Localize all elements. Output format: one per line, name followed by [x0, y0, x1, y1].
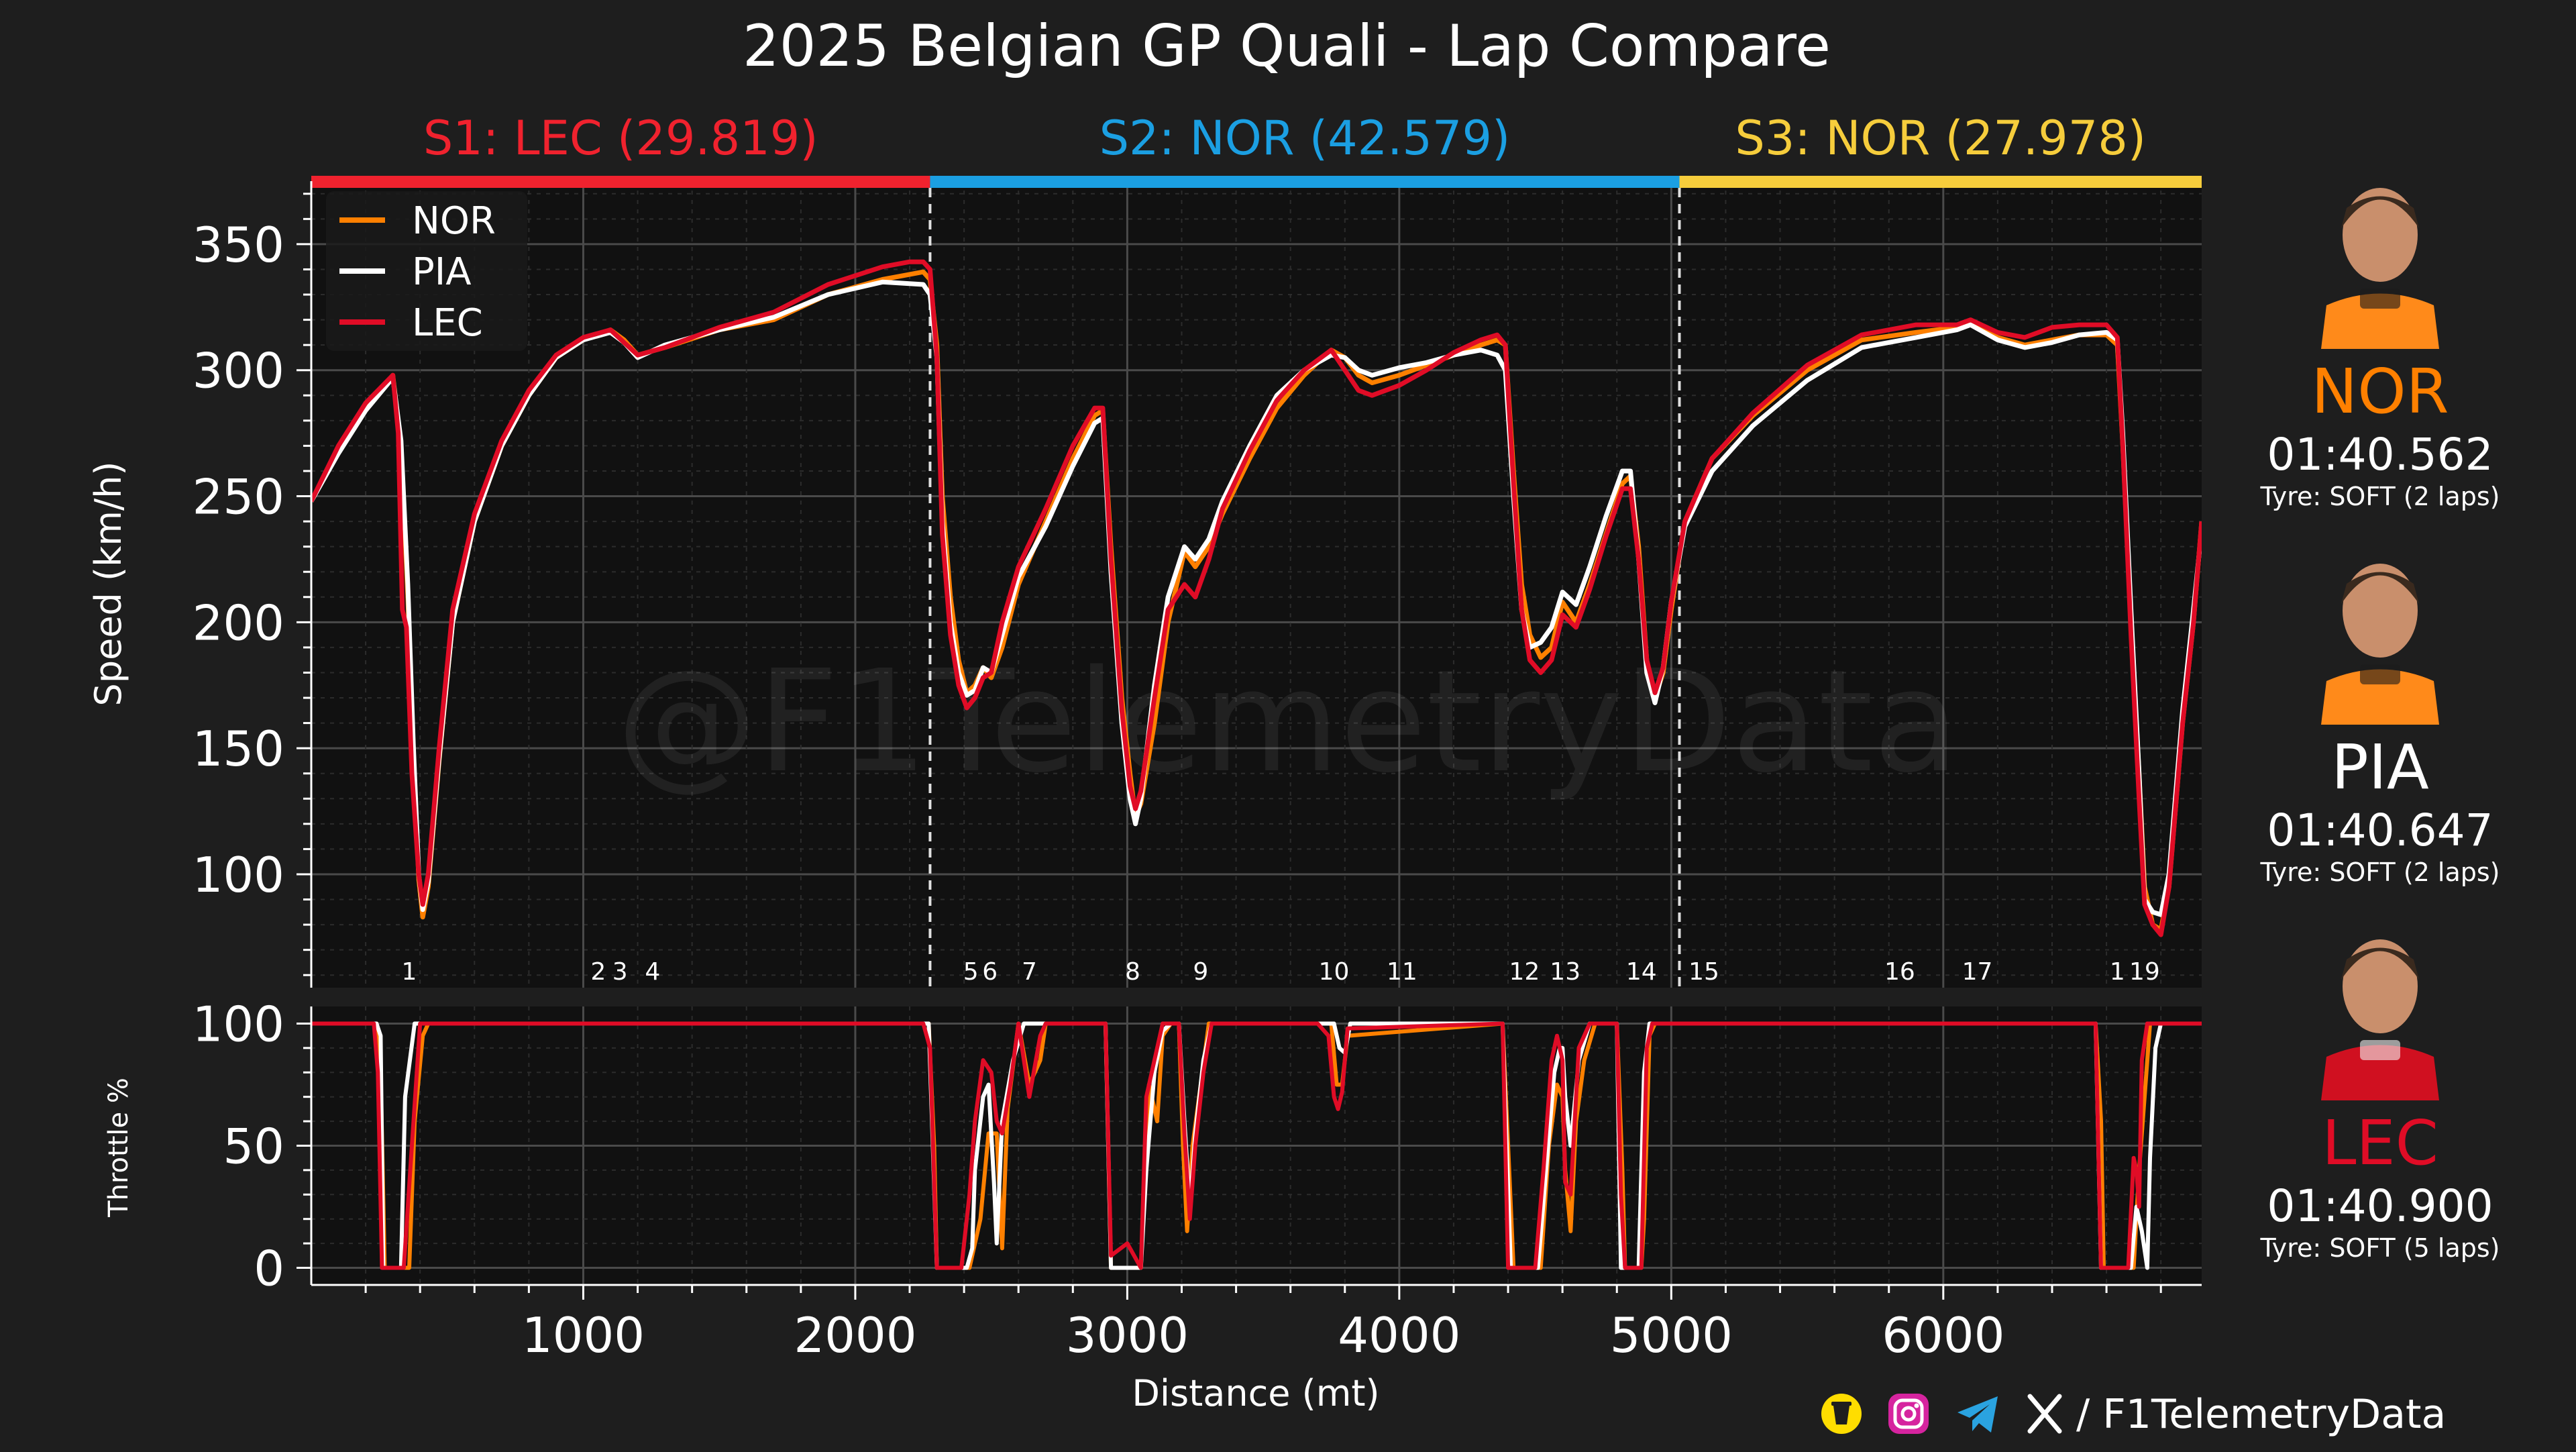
speed-line-lec [311, 259, 2202, 937]
corner-label: 5 [963, 958, 979, 986]
legend-label-nor: NOR [412, 199, 496, 243]
corner-label: 9 [1193, 958, 1208, 986]
throttle-tick-label: 100 [193, 996, 284, 1052]
corner-label: 11 [1387, 958, 1417, 986]
corner-label: 16 [1884, 958, 1915, 986]
footer-handle: / F1TelemetryData [2076, 1391, 2446, 1438]
legend-label-lec: LEC [412, 301, 483, 345]
throttle-tick-label: 50 [223, 1119, 284, 1175]
driver-code: NOR [2311, 356, 2449, 427]
corner-label: 12 [1509, 958, 1540, 986]
driver-tyre: Tyre: SOFT (2 laps) [2259, 482, 2500, 511]
driver-head [2343, 939, 2418, 1033]
throttle-lines [311, 1021, 2202, 1270]
corner-label: 1 [402, 958, 417, 986]
speed-tick-label: 100 [193, 847, 284, 903]
speed-panel-bg [311, 181, 2202, 988]
x-tick-label: 3000 [1066, 1307, 1189, 1363]
legend-label-pia: PIA [412, 250, 472, 294]
corner-label: 6 [982, 958, 998, 986]
x-icon [2027, 1394, 2062, 1434]
throttle-ylabel: Throttle % [103, 1078, 134, 1218]
watermark: @F1TelemetryData [616, 639, 1960, 804]
x-tick-label: 5000 [1610, 1307, 1733, 1363]
corner-label: 19 [2129, 958, 2160, 986]
driver-body [2321, 293, 2439, 349]
x-tick-label: 6000 [1882, 1307, 2004, 1363]
driver-collar [2360, 289, 2400, 309]
driver-head [2343, 564, 2418, 658]
corner-labels: 1 2 3 4 5 6 7 8 9 10 11 12 13 14 15 16 17 1 19 [402, 958, 2160, 986]
corner-label: 7 [1022, 958, 1037, 986]
driver-collar [2360, 664, 2400, 684]
instagram-icon [1888, 1394, 1929, 1434]
corner-label: 17 [1962, 958, 1993, 986]
driver-hair [2341, 196, 2419, 228]
corner-label: 15 [1688, 958, 1719, 986]
throttle-tick-label: 0 [254, 1241, 284, 1297]
corner-label: 3 [612, 958, 628, 986]
driver-head [2343, 188, 2418, 282]
driver-body [2321, 669, 2439, 725]
driver-tyre: Tyre: SOFT (2 laps) [2259, 858, 2500, 887]
corner-label: 13 [1550, 958, 1580, 986]
x-axis: 1000 2000 3000 4000 5000 6000 [311, 1284, 2202, 1363]
sector-labels: S1: LEC (29.819) S2: NOR (42.579) S3: NOR … [423, 111, 2146, 166]
x-tick-label: 1000 [522, 1307, 645, 1363]
driver-hair [2341, 947, 2419, 980]
driver-body [2321, 1045, 2439, 1100]
chart-title: 2025 Belgian GP Quali - Lap Compare [743, 13, 1831, 80]
driver-lap-time: 01:40.900 [2267, 1180, 2493, 1232]
driver-lap-time: 01:40.647 [2267, 805, 2493, 856]
x-axis-label: Distance (mt) [1132, 1372, 1379, 1414]
speed-tick-label: 250 [193, 469, 284, 525]
buymeacoffee-icon [1821, 1394, 1862, 1434]
sector-bar [930, 176, 1680, 188]
speed-tick-label: 150 [193, 721, 284, 777]
speed-y-axis: 100 150 200 250 300 350 [193, 181, 313, 988]
x-tick-label: 2000 [794, 1307, 916, 1363]
sector-bar [1679, 176, 2202, 188]
driver-code: LEC [2322, 1107, 2438, 1179]
driver-hair [2341, 572, 2419, 604]
speed-tick-label: 200 [193, 594, 284, 651]
sector-bar [311, 176, 930, 188]
corner-label: 2 [590, 958, 606, 986]
driver-code: PIA [2331, 731, 2429, 803]
speed-tick-label: 300 [193, 343, 284, 399]
x-tick-label: 4000 [1338, 1307, 1460, 1363]
corner-label: 1 [2110, 958, 2125, 986]
legend: NOR PIA LEC [326, 191, 527, 351]
speed-ylabel: Speed (km/h) [87, 462, 129, 707]
sector-label: S2: NOR (42.579) [1099, 111, 1511, 166]
throttle-y-axis: 0 50 100 [193, 996, 313, 1297]
sector-label: S3: NOR (27.978) [1735, 111, 2146, 166]
telegram-icon [1957, 1396, 1998, 1433]
corner-label: 8 [1125, 958, 1140, 986]
sector-dividers [928, 188, 1681, 988]
throttle-line-lec [311, 1021, 2202, 1270]
driver-tyre: Tyre: SOFT (5 laps) [2259, 1233, 2500, 1263]
corner-label: 10 [1319, 958, 1350, 986]
corner-label: 14 [1626, 958, 1657, 986]
speed-tick-label: 350 [193, 217, 284, 273]
footer: / F1TelemetryData [1821, 1391, 2446, 1438]
sector-label: S1: LEC (29.819) [423, 111, 818, 166]
driver-collar [2360, 1040, 2400, 1060]
speed-lines [311, 259, 2202, 937]
driver-lap-time: 01:40.562 [2267, 429, 2493, 480]
corner-label: 4 [645, 958, 660, 986]
sector-bars [311, 176, 2202, 188]
legend-box [326, 191, 527, 351]
